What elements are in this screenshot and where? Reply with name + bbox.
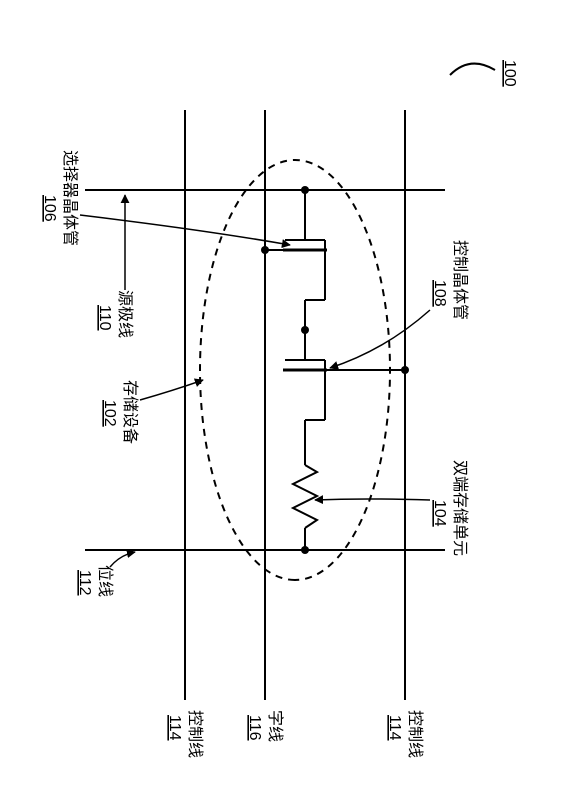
ref-two-terminal: 104 xyxy=(431,500,448,527)
ref-control-tr: 108 xyxy=(431,280,448,307)
ref-control-line-top: 114 xyxy=(386,715,403,741)
label-bit-line: 位线 xyxy=(96,565,114,597)
ref-selector: 106 xyxy=(41,195,58,222)
label-source-line: 源极线 xyxy=(116,290,134,338)
label-storage-device: 存储设备 xyxy=(121,380,139,444)
label-control-tr: 控制晶体管 xyxy=(451,240,469,320)
ref-source-line: 110 xyxy=(96,305,113,331)
label-two-terminal: 双端存储单元 xyxy=(451,460,469,556)
ref-control-line-bot: 114 xyxy=(166,715,183,741)
ref-storage-device: 102 xyxy=(101,400,118,427)
label-word-line: 字线 xyxy=(266,710,284,742)
label-control-line-top: 控制线 xyxy=(406,710,424,758)
label-selector: 选择器晶体管 xyxy=(61,150,79,246)
two-terminal-cell xyxy=(293,450,317,554)
selector-transistor xyxy=(261,186,327,334)
label-control-line-bot: 控制线 xyxy=(186,710,204,758)
ref-bit-line: 112 xyxy=(76,570,93,596)
figure-id: 100 xyxy=(501,60,518,87)
ref-word-line: 116 xyxy=(246,715,263,741)
